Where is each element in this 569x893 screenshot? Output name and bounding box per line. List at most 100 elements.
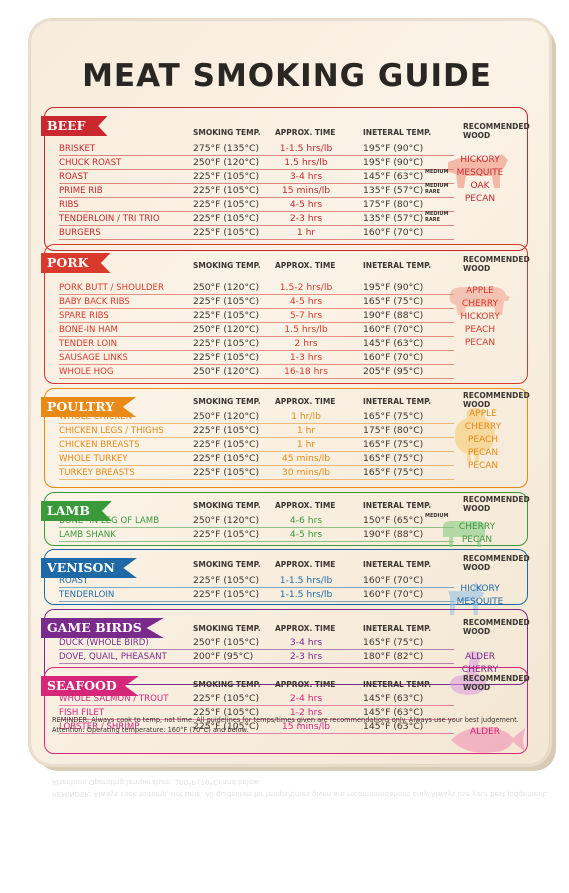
wood-type: MESQUITE xyxy=(456,597,504,607)
row-divider xyxy=(59,378,454,379)
smoking-temp: 250°F (120°C) xyxy=(193,282,260,293)
meat-cut: PORK BUTT / SHOULDER xyxy=(59,283,164,293)
section-banner: SEAFOOD xyxy=(41,676,139,696)
smoking-temp: 250°F (105°C) xyxy=(193,637,260,648)
approx-time: 1 hr xyxy=(296,227,316,238)
internal-temp: 135°F (57°C) xyxy=(363,185,424,196)
meat-cut: BRISKET xyxy=(59,144,96,154)
doneness-note: MEDIUM RARE xyxy=(425,183,449,195)
wood-type: PEACH xyxy=(464,325,496,335)
approx-time: 30 mins/lb xyxy=(281,467,331,478)
approx-time: 4-5 hrs xyxy=(289,296,323,307)
gamebirds-silhouette-icon xyxy=(442,647,492,701)
smoking-temp: 225°F (105°C) xyxy=(193,467,260,478)
internal-temp: 175°F (80°C) xyxy=(363,425,424,436)
internal-temp: 195°F (90°C) xyxy=(363,143,424,154)
row-divider xyxy=(59,465,454,466)
header-approx-time: APPROX. TIME xyxy=(275,261,336,270)
row-divider xyxy=(59,527,454,528)
doneness-note: MEDIUM xyxy=(425,513,449,519)
meat-cut: DUCK (WHOLE BIRD) xyxy=(59,638,149,648)
meat-cut: BONE -IN LEG OF LAMB xyxy=(59,516,160,526)
row-divider xyxy=(59,437,454,438)
wood-type: APPLE xyxy=(466,286,494,296)
meat-cut: BONE-IN HAM xyxy=(59,325,118,335)
internal-temp: 135°F (57°C) xyxy=(363,213,424,224)
row-divider xyxy=(59,197,454,198)
internal-temp: 165°F (75°C) xyxy=(363,453,424,464)
header-smoking-temp: SMOKING TEMP. xyxy=(193,128,261,137)
smoking-temp: 225°F (105°C) xyxy=(193,693,260,704)
wood-type: MESQUITE xyxy=(456,168,504,178)
approx-time: 1.5 hrs/lb xyxy=(284,157,328,168)
row-divider xyxy=(59,225,454,226)
header-smoking-temp: SMOKING TEMP. xyxy=(193,624,261,633)
row-divider xyxy=(59,169,454,170)
wood-type: PECAN xyxy=(464,338,496,348)
wood-type: CHERRY xyxy=(461,299,499,309)
row-divider xyxy=(59,350,454,351)
smoking-temp: 225°F (105°C) xyxy=(193,529,260,540)
meat-cut: DOVE, QUAIL, PHEASANT xyxy=(59,652,167,662)
seafood-silhouette-icon xyxy=(447,722,527,762)
footer-notes: REMINDER: Always cook to temp, not time.… xyxy=(52,715,542,735)
sign-reflection: Attention: Operating temperature: 160°F … xyxy=(30,768,550,893)
approx-time: 1-3 hrs xyxy=(289,352,323,363)
internal-temp: 180°F (82°C) xyxy=(363,651,424,662)
reflection-attention: Attention: Operating temperature: 160°F … xyxy=(52,778,261,786)
lamb-silhouette-icon xyxy=(439,517,489,553)
internal-temp: 195°F (90°C) xyxy=(363,282,424,293)
meat-cut: TENDERLOIN xyxy=(59,590,115,600)
approx-time: 4-5 hrs xyxy=(289,529,323,540)
meat-cut: WHOLE HOG xyxy=(59,367,114,377)
section-banner: VENISON xyxy=(41,558,137,578)
row-divider xyxy=(59,733,454,734)
smoking-temp: 250°F (120°C) xyxy=(193,157,260,168)
approx-time: 1 hr xyxy=(296,439,316,450)
header-internal-temp: INETERAL TEMP. xyxy=(363,680,432,689)
approx-time: 1.5-2 hrs/lb xyxy=(279,282,333,293)
section-poultry: POULTRY SMOKING TEMP. APPROX. TIME INETERAL… xyxy=(41,388,530,488)
internal-temp: 145°F (63°C) xyxy=(363,693,424,704)
wood-type: ALDER xyxy=(469,727,501,737)
meat-cut: WHOLE SALMON / TROUT xyxy=(59,694,169,704)
approx-time: 1-2 hrs xyxy=(289,707,323,718)
approx-time: 3-4 hrs xyxy=(289,171,323,182)
smoking-temp: 225°F (105°C) xyxy=(193,338,260,349)
header-internal-temp: INETERAL TEMP. xyxy=(363,624,432,633)
approx-time: 2-4 hrs xyxy=(289,693,323,704)
approx-time: 45 mins/lb xyxy=(281,453,331,464)
row-divider xyxy=(59,705,454,706)
header-recommended-wood: RECOMMENDED WOOD xyxy=(463,122,530,140)
smoking-temp: 225°F (105°C) xyxy=(193,296,260,307)
approx-time: 2-3 hrs xyxy=(289,651,323,662)
section-seafood: SEAFOOD SMOKING TEMP. APPROX. TIME INETERAL… xyxy=(41,667,530,754)
meat-cut: BURGERS xyxy=(59,228,101,238)
approx-time: 4-5 hrs xyxy=(289,199,323,210)
beef-silhouette-icon xyxy=(442,150,512,199)
header-internal-temp: INETERAL TEMP. xyxy=(363,397,432,406)
header-approx-time: APPROX. TIME xyxy=(275,128,336,137)
meat-cut: TURKEY BREASTS xyxy=(59,468,135,478)
internal-temp: 175°F (80°C) xyxy=(363,199,424,210)
approx-time: 5-7 hrs xyxy=(289,310,323,321)
approx-time: 1-1.5 hrs/lb xyxy=(279,143,333,154)
header-recommended-wood: RECOMMENDED WOOD xyxy=(463,255,530,273)
wood-type: PECAN xyxy=(464,194,496,204)
smoking-temp: 225°F (105°C) xyxy=(193,707,260,718)
meat-cut: ROAST xyxy=(59,172,89,182)
section-banner: PORK xyxy=(41,253,111,273)
smoking-temp: 225°F (105°C) xyxy=(193,721,260,732)
doneness-note: MEDIUM RARE xyxy=(425,211,449,223)
row-divider xyxy=(59,451,454,452)
smoking-temp: 225°F (105°C) xyxy=(193,575,260,586)
smoking-temp: 225°F (105°C) xyxy=(193,453,260,464)
internal-temp: 145°F (63°C) xyxy=(363,171,424,182)
internal-temp: 190°F (88°C) xyxy=(363,529,424,540)
smoking-temp: 250°F (120°C) xyxy=(193,324,260,335)
approx-time: 1 hr/lb xyxy=(291,411,321,422)
meat-cut: WHOLE CHICKEN xyxy=(59,412,133,422)
recommended-woods: HICKORY MESQUITE OAK PECAN xyxy=(440,154,520,206)
section-banner: BEEF xyxy=(41,116,108,136)
header-internal-temp: INETERAL TEMP. xyxy=(363,261,432,270)
